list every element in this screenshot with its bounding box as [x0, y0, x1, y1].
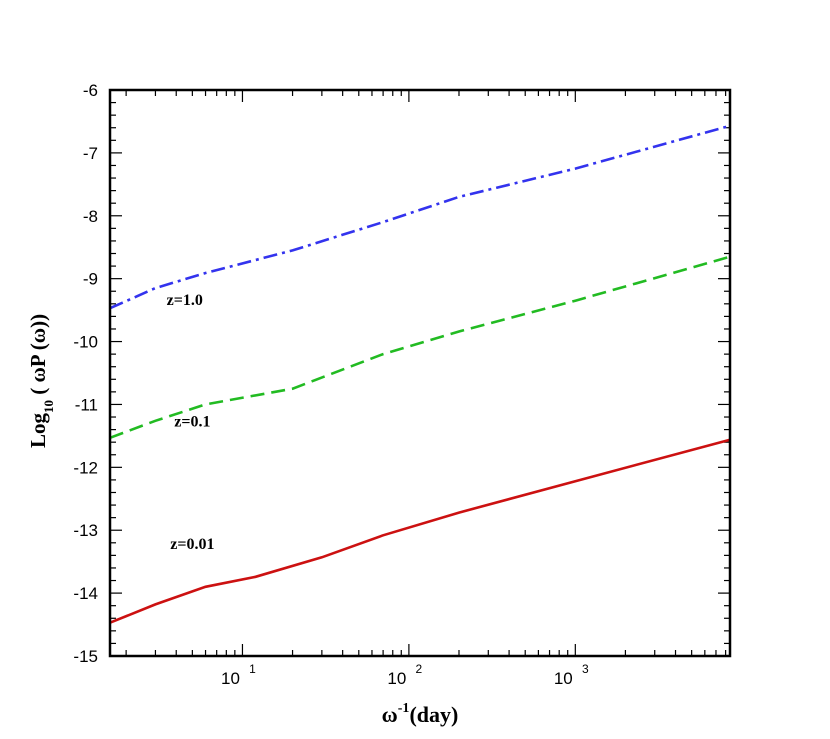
series-annotation-2: z=0.01: [170, 536, 214, 553]
y-tick-label: -8: [83, 207, 98, 226]
x-tick-label-exponent: 3: [582, 662, 589, 676]
y-tick-label: -6: [83, 81, 98, 100]
x-tick-label: 10: [221, 669, 240, 688]
series-annotation-0: z=1.0: [167, 292, 203, 309]
series-line-2: [109, 438, 731, 624]
y-tick-label: -14: [73, 584, 98, 603]
y-tick-label: -12: [73, 458, 98, 477]
y-axis-title: Log10 ( ωP (ω)): [26, 314, 56, 448]
series-annotation-1: z=0.1: [174, 413, 210, 430]
labels-layer: -6 -7 -8 -9 -10 -11 -12 -13 -14 -15 10 1 10 2 10 3 z=1.0…: [73, 81, 589, 688]
series-line-0: [109, 124, 731, 310]
x-tick-label-exponent: 2: [416, 662, 423, 676]
x-tick-label: 10: [387, 669, 406, 688]
y-tick-label: -11: [75, 395, 98, 414]
ticks-layer: [110, 89, 730, 657]
x-axis-title-sup: -1: [398, 701, 410, 716]
series-line-1: [109, 255, 731, 440]
y-axis-title-post: ( ωP (ω)): [26, 314, 50, 400]
y-tick-label: -7: [83, 144, 98, 163]
y-tick-label: -15: [73, 647, 98, 666]
x-axis-title: ω-1(day): [382, 701, 459, 727]
x-axis-title-base: ω: [382, 702, 398, 727]
y-axis-title-pre: Log: [26, 413, 50, 449]
series-layer: [109, 124, 731, 624]
y-axis-title-sub: 10: [41, 400, 56, 413]
x-tick-label: 10: [554, 669, 573, 688]
x-tick-label-exponent: 1: [249, 662, 256, 676]
x-axis-title-rest: (day): [409, 702, 458, 727]
y-tick-label: -13: [73, 521, 98, 540]
y-tick-label: -9: [83, 270, 98, 289]
y-tick-label: -10: [73, 333, 98, 352]
plot-frame: [108, 88, 732, 658]
